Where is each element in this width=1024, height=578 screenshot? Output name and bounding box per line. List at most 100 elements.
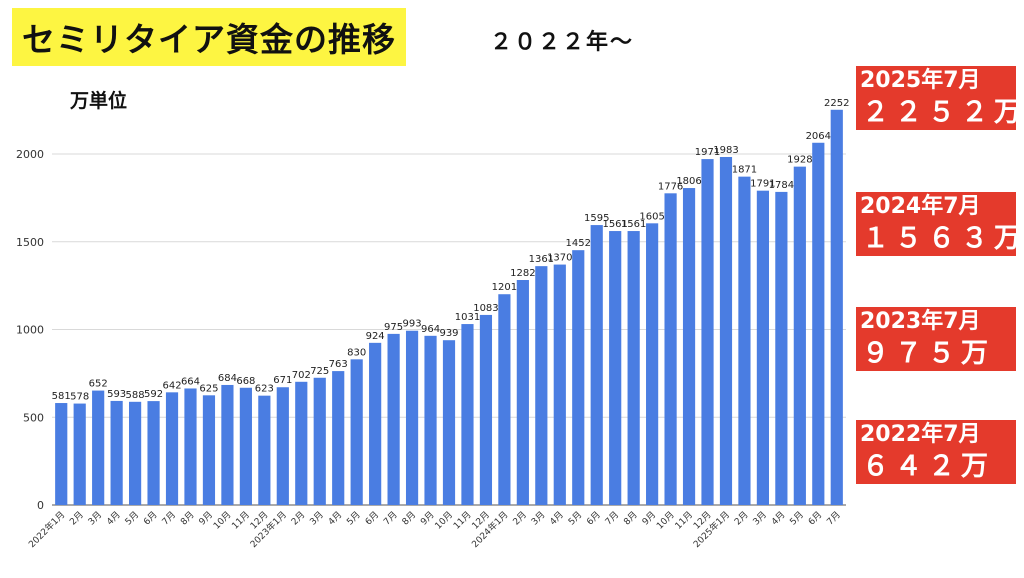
bar (276, 387, 289, 505)
data-label: 652 (89, 379, 108, 390)
data-label: 684 (218, 373, 237, 384)
x-tick-label: 11月 (451, 509, 473, 531)
data-label: 2252 (824, 98, 849, 109)
bar (128, 401, 142, 505)
x-tick-label: 6月 (363, 509, 381, 527)
bar (535, 266, 548, 505)
bar (202, 395, 216, 505)
data-label: 1282 (510, 268, 535, 279)
data-label: 1561 (621, 219, 646, 230)
x-tick-label: 6月 (141, 509, 159, 527)
x-tick-label: 10月 (211, 509, 233, 531)
data-label: 2064 (806, 131, 831, 142)
y-tick-label: 1500 (16, 236, 44, 249)
data-label: 623 (255, 384, 274, 395)
bar (498, 294, 511, 505)
x-tick-label: 7月 (603, 509, 621, 527)
data-label: 1083 (473, 303, 498, 314)
x-tick-label: 4月 (105, 509, 123, 527)
bar (147, 401, 160, 505)
callout-amount: ２２５２万 (862, 97, 1024, 128)
bar (701, 159, 714, 506)
callout-amount: １５６３万 (862, 223, 1024, 254)
x-tick-label: 2月 (511, 509, 529, 527)
data-label: 993 (403, 319, 422, 330)
bar (516, 280, 529, 505)
bar (165, 392, 179, 505)
bar (793, 166, 806, 506)
data-label: 593 (107, 389, 126, 400)
bar (73, 403, 86, 505)
x-tick-label: 6月 (585, 509, 603, 527)
data-label: 939 (439, 328, 458, 339)
x-tick-label: 4月 (548, 509, 566, 527)
x-tick-label: 5月 (123, 509, 141, 527)
bar (479, 314, 493, 505)
data-label: 1370 (547, 253, 572, 264)
bar (812, 142, 825, 505)
x-tick-label: 3月 (86, 509, 104, 527)
data-label: 1971 (695, 147, 720, 158)
x-tick-label: 11月 (230, 509, 252, 531)
data-label: 1201 (492, 282, 517, 293)
bar (424, 335, 437, 505)
callout-2025: 2025年7月 ２２５２万 (856, 66, 1024, 130)
bar (110, 400, 123, 505)
x-tick-label: 3月 (751, 509, 769, 527)
bar (55, 403, 68, 505)
x-tick-label: 7月 (160, 509, 178, 527)
bar (442, 340, 456, 505)
data-label: 581 (52, 391, 71, 402)
data-label: 830 (347, 347, 366, 358)
chart-subtitle: ２０２２年〜 (490, 30, 635, 55)
bar (387, 333, 400, 505)
title-highlight: セミリタイア資金の推移 (12, 8, 406, 66)
data-label: 1791 (750, 179, 775, 190)
data-label: 1776 (658, 181, 683, 192)
bar (609, 231, 622, 505)
data-label: 1806 (676, 176, 701, 187)
callout-amount: ９７５万 (862, 338, 994, 369)
data-label: 642 (162, 380, 181, 391)
data-label: 668 (236, 376, 255, 387)
callout-date: 2022年7月 (860, 422, 981, 447)
x-tick-label: 7月 (382, 509, 400, 527)
y-tick-label: 500 (23, 411, 44, 424)
bar (332, 371, 345, 505)
data-label: 592 (144, 389, 163, 400)
bar (682, 188, 696, 505)
bar (239, 387, 252, 505)
x-tick-label: 10月 (433, 509, 455, 531)
unit-label: 万単位 (70, 90, 128, 112)
x-tick-label: 3月 (529, 509, 547, 527)
x-tick-label: 8月 (178, 509, 196, 527)
data-label: 1031 (455, 312, 480, 323)
callout-2024: 2024年7月 １５６３万 (856, 192, 1024, 256)
bar (572, 250, 585, 505)
data-label: 1871 (732, 165, 757, 176)
x-tick-label: 4月 (326, 509, 344, 527)
bar (221, 384, 234, 505)
bar (830, 109, 843, 506)
bar (92, 390, 105, 505)
x-tick-label: 6月 (806, 509, 824, 527)
data-label: 671 (273, 375, 292, 386)
data-label: 702 (292, 370, 311, 381)
bar (184, 388, 197, 505)
data-label: 763 (329, 359, 348, 370)
bar (295, 381, 308, 505)
bar (258, 395, 271, 505)
data-label: 1928 (787, 155, 812, 166)
data-label: 1784 (769, 180, 794, 191)
x-tick-label: 5月 (345, 509, 363, 527)
bar (350, 359, 363, 505)
data-label: 664 (181, 376, 200, 387)
data-label: 1361 (529, 254, 554, 265)
bar (646, 223, 659, 505)
x-tick-label: 2月 (68, 509, 86, 527)
data-label: 924 (366, 331, 385, 342)
bar (405, 330, 419, 505)
bar (590, 225, 603, 505)
data-label: 625 (199, 383, 218, 394)
y-tick-label: 2000 (16, 148, 44, 161)
